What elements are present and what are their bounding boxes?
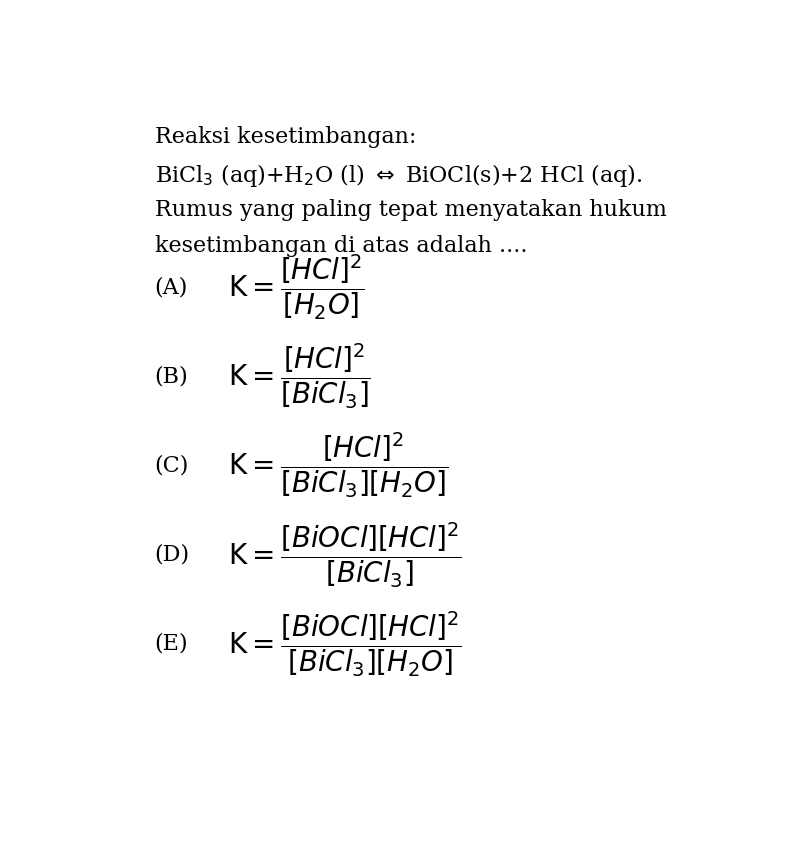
- Text: (D): (D): [155, 544, 190, 566]
- Text: $\mathrm{K} = \dfrac{[HCl]^2}{[BiCl_3]}$: $\mathrm{K} = \dfrac{[HCl]^2}{[BiCl_3]}$: [229, 342, 372, 411]
- Text: (E): (E): [155, 633, 188, 655]
- Text: $\mathrm{K} = \dfrac{[BiOCl][HCl]^2}{[BiCl_3][H_2O]}$: $\mathrm{K} = \dfrac{[BiOCl][HCl]^2}{[Bi…: [229, 609, 462, 679]
- Text: $\mathrm{K} = \dfrac{[HCl]^2}{[H_2O]}$: $\mathrm{K} = \dfrac{[HCl]^2}{[H_2O]}$: [229, 253, 365, 322]
- Text: (C): (C): [155, 455, 189, 476]
- Text: $\mathrm{K} = \dfrac{[HCl]^2}{[BiCl_3][H_2O]}$: $\mathrm{K} = \dfrac{[HCl]^2}{[BiCl_3][H…: [229, 431, 449, 500]
- Text: Reaksi kesetimbangan:: Reaksi kesetimbangan:: [155, 126, 416, 148]
- Text: Rumus yang paling tepat menyatakan hukum: Rumus yang paling tepat menyatakan hukum: [155, 199, 666, 220]
- Text: (B): (B): [155, 366, 188, 387]
- Text: BiCl$_3$ (aq)+H$_2$O (l) $\Leftrightarrow$ BiOCl(s)+2 HCl (aq).: BiCl$_3$ (aq)+H$_2$O (l) $\Leftrightarro…: [155, 162, 642, 189]
- Text: (A): (A): [155, 277, 188, 298]
- Text: $\mathrm{K} = \dfrac{[BiOCl][HCl]^2}{[BiCl_3]}$: $\mathrm{K} = \dfrac{[BiOCl][HCl]^2}{[Bi…: [229, 520, 462, 590]
- Text: kesetimbangan di atas adalah ....: kesetimbangan di atas adalah ....: [155, 235, 527, 257]
